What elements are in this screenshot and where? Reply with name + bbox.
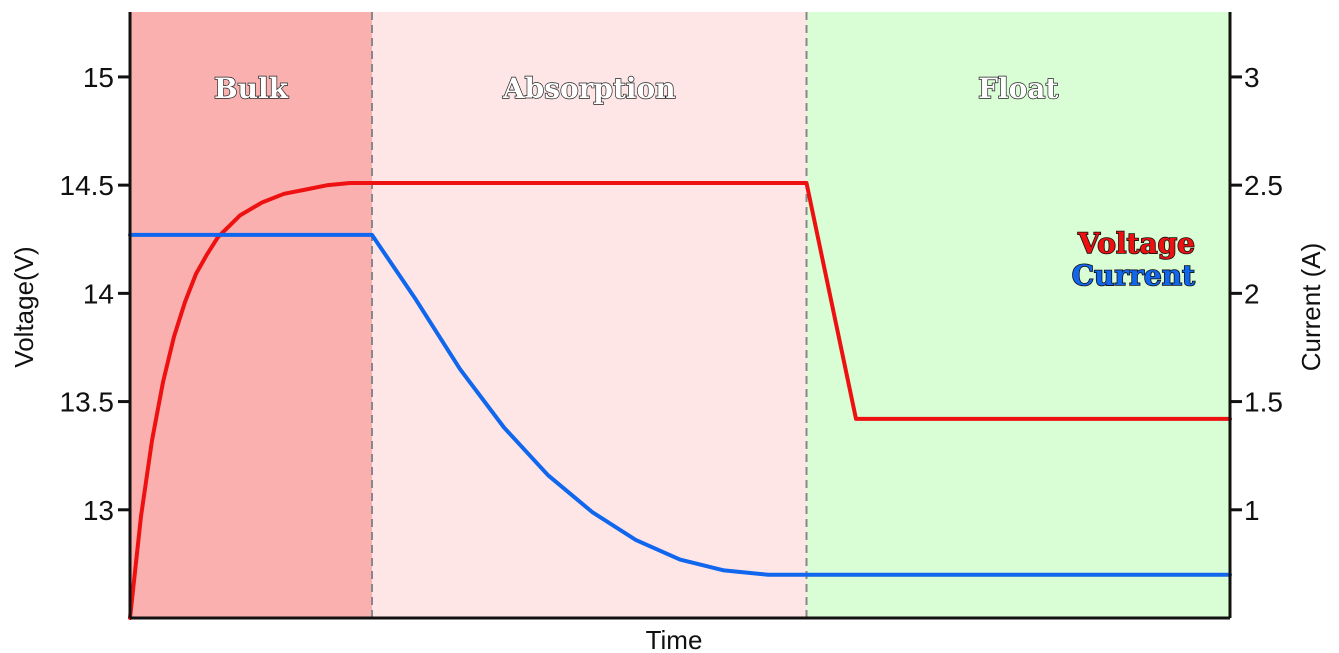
legend-current: Current: [1072, 259, 1195, 292]
y-right-tick-label: 1.5: [1244, 387, 1283, 418]
y-left-tick-label: 13: [83, 495, 114, 526]
current-line: [128, 232, 1232, 577]
y-right-tick-label: 3: [1244, 62, 1260, 93]
phase-band-float: [806, 12, 1230, 618]
y-left-tick-label: 15: [83, 62, 114, 93]
y-right-tick-label: 1: [1244, 495, 1260, 526]
phase-band-absorption: [372, 12, 807, 618]
y-axis-right-title: Current (A): [1296, 243, 1326, 372]
y-left-tick-label: 13.5: [60, 387, 115, 418]
phase-label-bulk: Bulk: [214, 72, 289, 105]
phase-label-float: Float: [978, 72, 1058, 105]
y-right-tick-label: 2: [1244, 278, 1260, 309]
x-axis-title: Time: [646, 625, 703, 653]
phase-band-bulk: [130, 12, 372, 618]
y-left-tick-label: 14.5: [60, 170, 115, 201]
y-left-tick-label: 14: [83, 278, 114, 309]
legend-voltage: Voltage: [1077, 227, 1195, 260]
y-right-tick-label: 2.5: [1244, 170, 1283, 201]
voltage-line: [128, 181, 1232, 620]
y-axis-left-title: Voltage(V): [9, 246, 39, 367]
phase-label-absorption: Absorption: [502, 72, 676, 105]
